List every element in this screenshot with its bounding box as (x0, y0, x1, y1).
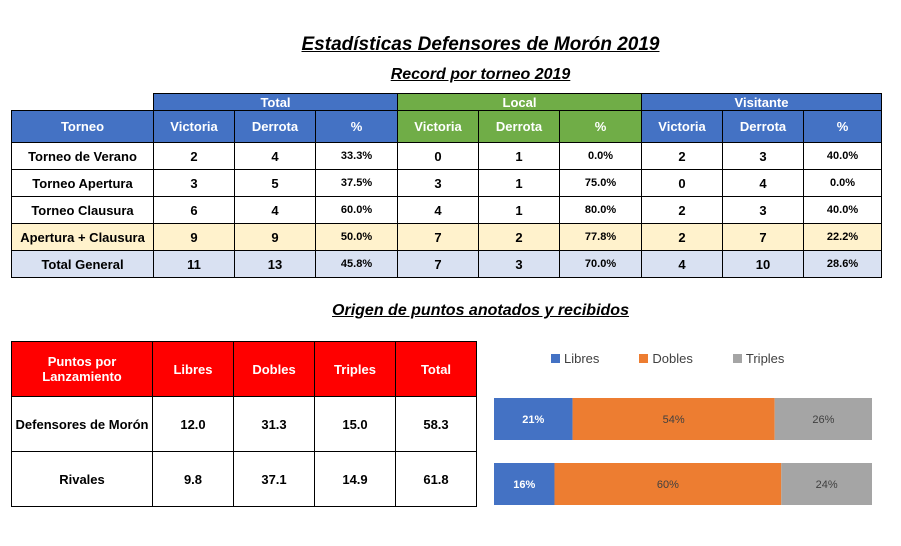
cell-visitante-derrota: 3 (722, 142, 805, 170)
legend-item-triples: Triples (732, 351, 785, 366)
table-row: Torneo de Verano 2 4 33.3% 0 1 0.0% 2 3 40.0% (11, 142, 883, 170)
cell-libres: 12.0 (152, 396, 234, 452)
cell-local-derrota: 1 (478, 142, 561, 170)
col-local-victoria: Victoria (397, 110, 480, 143)
cell-triples: 14.9 (314, 451, 396, 507)
cell-visitante-derrota: 3 (722, 196, 805, 224)
bar-libres-1 (494, 463, 555, 505)
cell-team: Defensores de Morón (11, 396, 153, 452)
col-visitante-derrota: Derrota (722, 110, 805, 143)
cell-local-derrota: 1 (478, 169, 561, 197)
col-puntos-por-lanzamiento: Puntos por Lanzamiento (11, 341, 153, 397)
cell-total: 58.3 (395, 396, 477, 452)
bar-dobles-1 (554, 463, 782, 505)
col-total-pct: % (314, 110, 399, 143)
cell-visitante-derrota: 7 (722, 223, 805, 251)
cell-torneo: Apertura + Clausura (11, 223, 154, 251)
table-row: Defensores de Morón 12.0 31.3 15.0 58.3 (11, 396, 477, 452)
cell-local-derrota: 2 (478, 223, 561, 251)
table-row: Rivales 9.8 37.1 14.9 61.8 (11, 451, 477, 507)
cell-total: 61.8 (395, 451, 477, 507)
cell-visitante-victoria: 4 (641, 250, 724, 278)
cell-local-pct: 0.0% (559, 142, 643, 170)
group-total: Total (152, 93, 399, 111)
group-visitante: Visitante (641, 93, 883, 111)
col-visitante-victoria: Victoria (641, 110, 724, 143)
record-subtitle: Record por torneo 2019 (390, 66, 571, 83)
table-row: Total General 11 13 45.8% 7 3 70.0% 4 10 28.6% (11, 250, 883, 278)
cell-local-pct: 77.8% (559, 223, 643, 251)
cell-torneo: Torneo de Verano (11, 142, 154, 170)
cell-visitante-pct: 22.2% (803, 223, 883, 251)
points-section-title: Origen de puntos anotados y recibidos (332, 302, 629, 319)
cell-total-pct: 50.0% (314, 223, 399, 251)
bar-triples-0 (774, 398, 872, 440)
data-label-libres-0: 21% (522, 414, 544, 426)
data-label-libres-1: 16% (513, 479, 535, 491)
col-total: Total (395, 341, 477, 397)
legend-item-dobles: Dobles (639, 351, 693, 366)
cell-team: Rivales (11, 451, 153, 507)
cell-local-pct: 80.0% (559, 196, 643, 224)
bar-dobles-0 (572, 398, 775, 440)
data-label-dobles-1: 60% (657, 479, 679, 491)
cell-local-derrota: 3 (478, 250, 561, 278)
cell-local-victoria: 7 (397, 223, 480, 251)
bar-triples-1 (781, 463, 872, 505)
cell-total-pct: 33.3% (314, 142, 399, 170)
cell-torneo: Torneo Apertura (11, 169, 154, 197)
group-local: Local (397, 93, 643, 111)
cell-visitante-derrota: 10 (722, 250, 805, 278)
cell-libres: 9.8 (152, 451, 234, 507)
cell-visitante-pct: 40.0% (803, 142, 883, 170)
col-libres: Libres (152, 341, 234, 397)
cell-local-victoria: 0 (397, 142, 480, 170)
legend-swatch (732, 354, 742, 363)
legend-label: Dobles (652, 351, 693, 366)
cell-total-derrota: 9 (234, 223, 316, 251)
cell-total-pct: 45.8% (314, 250, 399, 278)
data-label-dobles-0: 54% (663, 414, 685, 426)
col-total-derrota: Derrota (234, 110, 316, 143)
record-table: Total Local Visitante Torneo Victoria De… (11, 93, 883, 278)
table-row: Apertura + Clausura 9 9 50.0% 7 2 77.8% 2 7 22.2% (11, 223, 883, 251)
data-label-triples-1: 24% (816, 479, 838, 491)
cell-torneo: Total General (11, 250, 154, 278)
legend-swatch (639, 354, 649, 363)
chart-legend: Libres Dobles Triples (551, 351, 824, 366)
cell-visitante-pct: 40.0% (803, 196, 883, 224)
cell-total-derrota: 5 (234, 169, 316, 197)
legend-label: Triples (745, 351, 785, 366)
cell-local-pct: 70.0% (559, 250, 643, 278)
col-triples: Triples (314, 341, 396, 397)
col-total-victoria: Victoria (153, 110, 235, 143)
page-title: Estadísticas Defensores de Morón 2019 (301, 34, 660, 55)
cell-local-pct: 75.0% (559, 169, 643, 197)
cell-total-victoria: 11 (153, 250, 235, 278)
cell-visitante-pct: 0.0% (803, 169, 883, 197)
points-table: Puntos por Lanzamiento Libres Dobles Tri… (11, 341, 477, 507)
legend-swatch (551, 354, 560, 363)
table-row: Torneo Apertura 3 5 37.5% 3 1 75.0% 0 4 0.0% (11, 169, 883, 197)
legend-label: Libres (564, 351, 600, 366)
col-dobles: Dobles (233, 341, 315, 397)
bar-libres-0 (494, 398, 573, 440)
cell-visitante-victoria: 2 (641, 223, 724, 251)
cell-dobles: 37.1 (233, 451, 315, 507)
col-local-pct: % (559, 110, 643, 143)
cell-total-victoria: 9 (153, 223, 235, 251)
cell-visitante-pct: 28.6% (803, 250, 883, 278)
legend-item-libres: Libres (551, 351, 599, 366)
col-local-derrota: Derrota (478, 110, 561, 143)
cell-total-derrota: 13 (234, 250, 316, 278)
cell-total-victoria: 3 (153, 169, 235, 197)
cell-local-victoria: 7 (397, 250, 480, 278)
data-label-triples-0: 26% (812, 414, 834, 426)
